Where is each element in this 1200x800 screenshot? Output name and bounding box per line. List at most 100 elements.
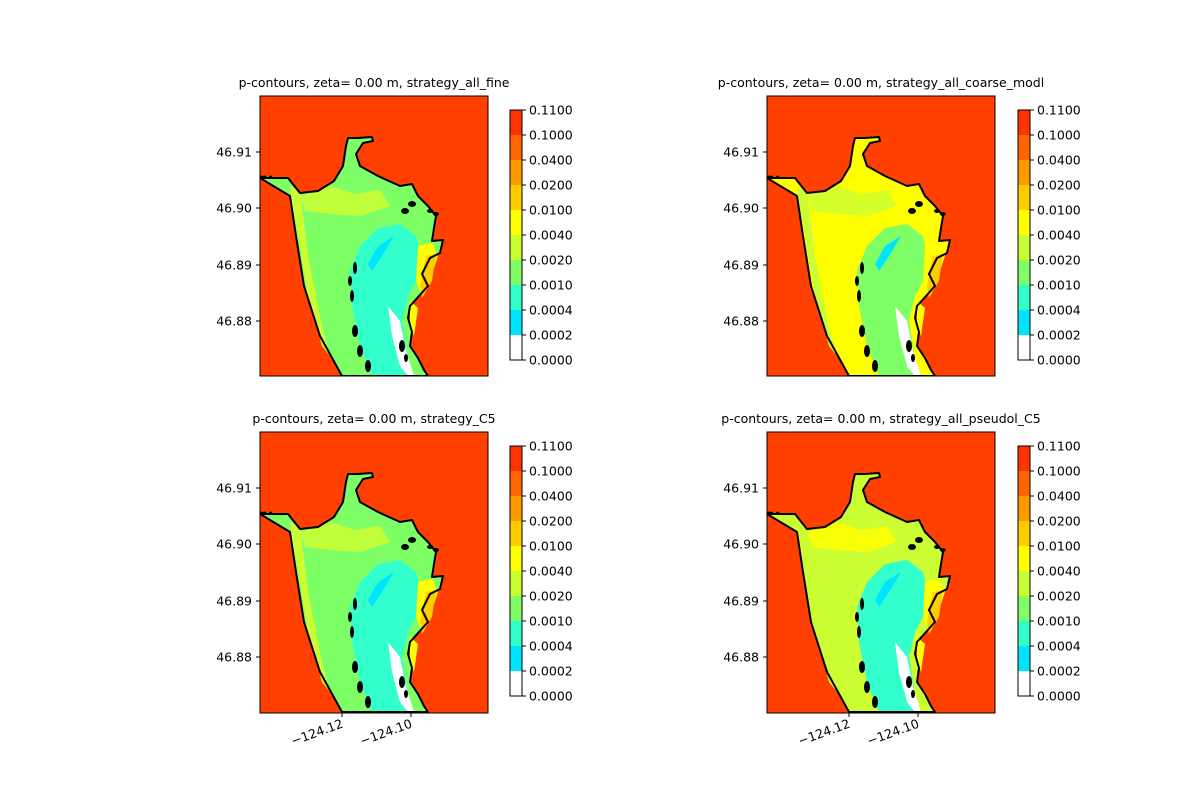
east-shore-orange [927,590,943,634]
island-6 [872,696,878,708]
channel-deep-1 [875,572,901,607]
east-shore-yellow-2 [917,301,925,336]
colorbar-tick-label: 0.0002 [529,328,573,343]
colorbar-segment [1018,285,1030,310]
colorbar-segment [510,260,522,285]
colorbar-segment [510,210,522,235]
colorbar-segment [1018,571,1030,596]
colorbar-segment [510,571,522,596]
island-7 [908,208,916,214]
colorbar-tick-label: 0.0200 [529,178,573,193]
east-shore-orange [420,590,436,634]
colorbar-tick-label: 0.0100 [529,539,573,554]
colorbar-tick-label: 0.0040 [529,228,573,243]
colorbar-tick-label: 0.0100 [1037,539,1081,554]
colorbar-tick-label: 0.0200 [1037,178,1081,193]
channel-deep-1 [368,572,394,607]
colorbar-tick-label: 0.0002 [529,664,573,679]
shoal-region [807,186,897,216]
colorbar-tick-label: 0.0040 [529,564,573,579]
y-tick-label: 46.89 [723,258,759,273]
colorbar-tick-label: 0.0004 [1037,639,1081,654]
colorbar-segment [510,160,522,185]
map-area [260,96,488,376]
colorbar-tick-label: 0.0010 [1037,278,1081,293]
coastline [767,136,951,376]
colorbar-segment [1018,521,1030,546]
colorbar-tick-label: 0.0400 [1037,489,1081,504]
colorbar-segment [510,285,522,310]
island-2 [348,612,352,622]
west-shore-strip [290,522,330,692]
panel-title: p-contours, zeta= 0.00 m, strategy_all_f… [239,75,510,90]
island-8 [408,201,416,207]
colorbar-tick-label: 0.0400 [1037,153,1081,168]
y-tick-label: 46.91 [216,145,252,160]
panel-title: p-contours, zeta= 0.00 m, strategy_all_c… [718,75,1044,90]
y-tick-label: 46.89 [216,258,252,273]
island-1 [353,598,357,610]
colorbar-segment [1018,210,1030,235]
colorbar-segment [1018,135,1030,160]
colorbar-segment [510,496,522,521]
colorbar-segment [510,596,522,621]
island-6 [365,696,371,708]
y-tick-label: 46.90 [723,201,759,216]
panel-title: p-contours, zeta= 0.00 m, strategy_C5 [252,411,495,426]
east-shore-yellow-2 [410,637,418,672]
island-3 [857,290,861,302]
colorbar-tick-label: 0.0100 [1037,203,1081,218]
island-7 [908,544,916,550]
shoal-region [300,522,390,552]
colorbar-segment [1018,546,1030,571]
colorbar-tick-label: 0.0010 [1037,614,1081,629]
colorbar-segment [1018,235,1030,260]
y-tick-label: 46.91 [723,481,759,496]
island-1 [353,262,357,274]
colorbar-tick-label: 0.0020 [1037,589,1081,604]
colorbar-tick-label: 0.0400 [529,489,573,504]
colorbar-segment [510,185,522,210]
island-10 [940,212,946,216]
east-shore-orange [927,254,943,298]
island-10 [433,548,439,552]
island-8 [915,201,923,207]
island-7 [401,208,409,214]
island-9 [427,209,433,213]
island-8 [408,537,416,543]
island-3 [350,626,354,638]
colorbar-tick-label: 0.0100 [529,203,573,218]
colorbar-tick-label: 0.0040 [1037,564,1081,579]
y-tick-label: 46.89 [723,594,759,609]
y-tick-label: 46.90 [723,537,759,552]
colorbar-segment [510,110,522,135]
island-9 [934,545,940,549]
colorbar-segment [1018,496,1030,521]
island-4 [859,325,865,337]
island-1 [860,262,864,274]
x-tick-label: −124.10 [358,716,414,749]
colorbar-tick-label: 0.0004 [529,639,573,654]
colorbar-segment [510,471,522,496]
colorbar-segment [1018,646,1030,671]
axes-frame [259,431,489,714]
island-2 [348,276,352,286]
island-11 [399,676,405,688]
colorbar-2: 0.0000 0.0002 0.0004 0.0010 0.0020 0.0040 0.01… [1017,103,1081,368]
colorbar-1: 0.0000 0.0002 0.0004 0.0010 0.0020 0.0040 0.01… [509,103,573,368]
island-6 [365,360,371,372]
island-3 [857,626,861,638]
colorbar-tick-label: 0.0002 [1037,328,1081,343]
island-4 [859,661,865,673]
colorbar-segment [510,235,522,260]
map-panel-4: p-contours, zeta= 0.00 m, strategy_all_p… [721,411,1040,748]
colorbar-segment [1018,185,1030,210]
island-12 [911,354,915,362]
colorbar-segment [1018,471,1030,496]
colorbar-tick-label: 0.0020 [529,253,573,268]
island-1 [860,598,864,610]
colorbar-tick-label: 0.1100 [529,103,573,118]
colorbar-tick-label: 0.0010 [529,278,573,293]
coastline [767,472,951,713]
